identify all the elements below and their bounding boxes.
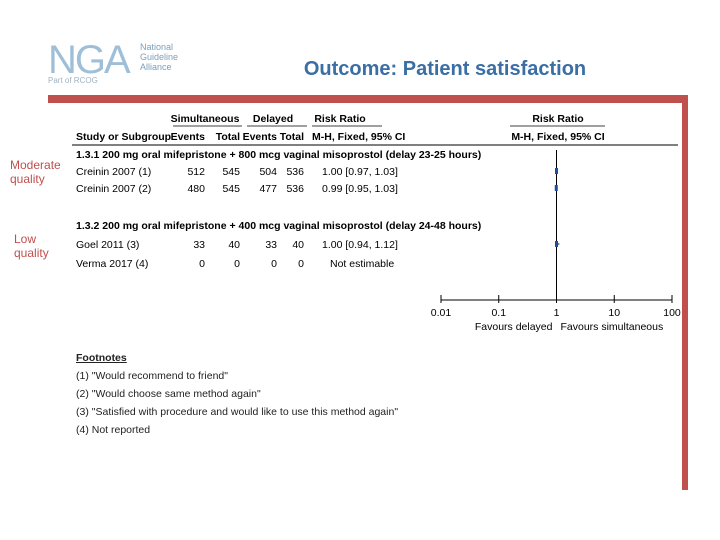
study-point-marker — [555, 241, 558, 247]
footnote-item: (3) "Satisfied with procedure and would … — [76, 406, 399, 418]
events1-cell: 480 — [187, 183, 205, 195]
x-tick-label: 0.1 — [491, 307, 506, 319]
events2-cell: 504 — [259, 166, 277, 178]
events2-cell: 33 — [265, 239, 277, 251]
rr-cell: 0.99 [0.95, 1.03] — [322, 183, 398, 195]
total1-cell: 0 — [234, 258, 240, 270]
events1-cell: 33 — [193, 239, 205, 251]
x-tick-label: 1 — [554, 307, 560, 319]
x-tick-label: 10 — [608, 307, 620, 319]
events2-cell: 0 — [271, 258, 277, 270]
top-accent-bar — [48, 95, 688, 103]
rr-cell: Not estimable — [330, 258, 394, 270]
favours-right-label: Favours simultaneous — [561, 321, 664, 333]
method-header: M-H, Fixed, 95% CI — [312, 131, 405, 143]
study-header: Study or Subgroup — [76, 131, 171, 143]
total2-cell: 536 — [286, 183, 304, 195]
study-name: Goel 2011 (3) — [76, 239, 139, 251]
total2-header: Total — [280, 131, 304, 143]
total2-cell: 536 — [286, 166, 304, 178]
events1-cell: 512 — [187, 166, 205, 178]
footnote-item: (2) "Would choose same method again" — [76, 388, 261, 400]
quality-label-line: Low — [14, 232, 37, 246]
footnote-item: (4) Not reported — [76, 424, 151, 436]
study-name: Creinin 2007 (2) — [76, 183, 151, 195]
favours-left-label: Favours delayed — [475, 321, 553, 333]
total1-cell: 545 — [222, 183, 240, 195]
total1-header: Total — [216, 131, 240, 143]
subgroup-title: 1.3.2 200 mg oral mifepristone + 400 mcg… — [76, 220, 481, 232]
risk-ratio-plot-header: Risk Ratio — [532, 113, 583, 125]
total1-cell: 40 — [228, 239, 240, 251]
rr-cell: 1.00 [0.94, 1.12] — [322, 239, 398, 251]
logo-word: National — [140, 42, 174, 52]
logo-letters: NGA — [48, 38, 131, 82]
right-accent-bar — [682, 95, 688, 490]
logo-word: Alliance — [140, 62, 172, 72]
total1-cell: 545 — [222, 166, 240, 178]
study-name: Creinin 2007 (1) — [76, 166, 151, 178]
quality-label-line: Moderate — [10, 158, 61, 172]
events2-cell: 477 — [259, 183, 277, 195]
quality-label-moderate: Moderate quality — [10, 158, 61, 186]
study-point-marker — [554, 185, 558, 191]
group1-header: Simultaneous — [171, 113, 240, 125]
total2-cell: 40 — [292, 239, 304, 251]
total2-cell: 0 — [298, 258, 304, 270]
x-tick-label: 0.01 — [431, 307, 452, 319]
footnotes-heading: Footnotes — [76, 352, 127, 364]
study-point-marker — [555, 168, 558, 174]
rr-cell: 1.00 [0.97, 1.03] — [322, 166, 398, 178]
events1-header: Events — [171, 131, 206, 143]
logo-words: National Guideline Alliance — [140, 42, 178, 72]
events2-header: Events — [243, 131, 278, 143]
logo-word: Guideline — [140, 52, 179, 62]
nga-logo: NGA National Guideline Alliance Part of … — [48, 38, 198, 88]
events1-cell: 0 — [199, 258, 205, 270]
footnote-item: (1) "Would recommend to friend" — [76, 370, 228, 382]
quality-label-low: Low quality — [14, 232, 49, 260]
quality-label-line: quality — [14, 246, 49, 260]
study-name: Verma 2017 (4) — [76, 258, 148, 270]
x-tick-label: 100 — [663, 307, 681, 319]
quality-label-line: quality — [10, 172, 45, 186]
subgroup-title: 1.3.1 200 mg oral mifepristone + 800 mcg… — [76, 149, 481, 161]
logo-subtitle: Part of RCOG — [48, 76, 98, 85]
method-plot-header: M-H, Fixed, 95% CI — [511, 131, 604, 143]
slide-title: Outcome: Patient satisfaction — [303, 58, 587, 80]
risk-ratio-header: Risk Ratio — [314, 113, 365, 125]
group2-header: Delayed — [253, 113, 293, 125]
